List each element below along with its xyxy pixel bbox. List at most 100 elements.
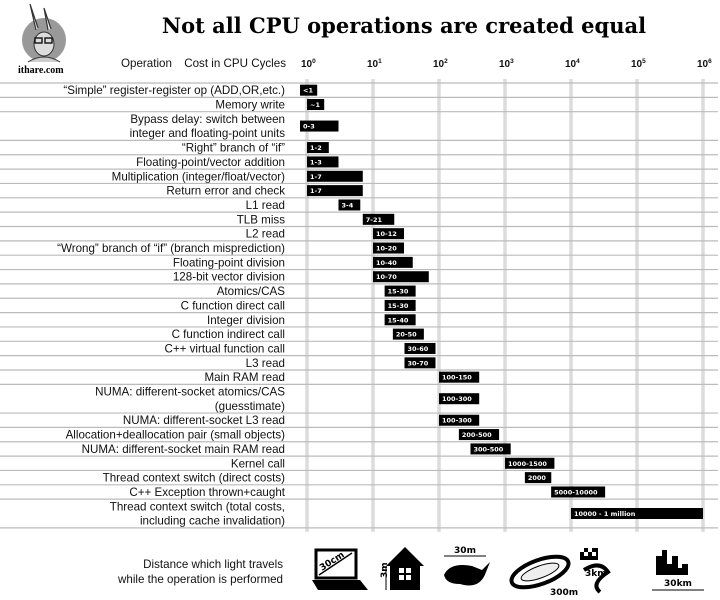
table-row: Main RAM read 100-150 xyxy=(204,371,480,384)
bar-label: 100-300 xyxy=(442,417,472,425)
bar-label: 0-3 xyxy=(303,123,315,131)
row-label: Main RAM read xyxy=(204,371,285,384)
bar-label: 1-7 xyxy=(310,173,322,181)
bar xyxy=(458,429,500,441)
table-row: L1 read 3-4 xyxy=(246,199,361,212)
bar-label: 10-12 xyxy=(376,230,397,238)
table-row: NUMA: different-socket atomics/CAS(guess… xyxy=(95,386,480,413)
bar xyxy=(404,357,436,369)
bar xyxy=(505,457,555,469)
bar-label: <1 xyxy=(303,87,313,95)
bar xyxy=(307,142,329,154)
bar xyxy=(300,120,339,132)
row-label: “Simple” register-register op (ADD,OR,et… xyxy=(63,84,285,97)
bar xyxy=(439,371,480,383)
table-row: NUMA: different-socket main RAM read 300-… xyxy=(82,443,511,456)
table-row: Thread context switch (direct costs) 2000 xyxy=(103,472,552,485)
bar-label: 100-300 xyxy=(442,395,472,403)
table-row: 128-bit vector division 10-70 xyxy=(173,271,429,284)
table-row: Integer division 15-40 xyxy=(207,314,416,327)
footer-caption-line-2: while the operation is performed xyxy=(117,573,283,586)
bar xyxy=(439,414,480,426)
table-row: Floating-point division 10-40 xyxy=(173,256,413,269)
stadium-icon: 300m xyxy=(509,554,578,598)
x-tick-label: 106 xyxy=(697,58,712,70)
distance-label: 3m xyxy=(380,562,390,578)
table-row: L2 read 10-12 xyxy=(246,228,404,241)
row-label: C++ Exception thrown+caught xyxy=(129,486,285,499)
row-label: Memory write xyxy=(215,99,285,112)
row-label: Kernel call xyxy=(231,457,285,470)
table-row: “Simple” register-register op (ADD,OR,et… xyxy=(63,84,318,97)
table-row: Floating-point/vector addition 1-3 xyxy=(136,156,339,169)
table-row: Allocation+deallocation pair (small obje… xyxy=(66,429,500,442)
bar xyxy=(373,242,404,254)
footer: Distance which light travels while the o… xyxy=(117,546,704,598)
city-icon: 30km xyxy=(652,550,704,591)
row-label: 128-bit vector division xyxy=(173,271,285,284)
bar xyxy=(307,99,325,111)
bar xyxy=(439,393,480,405)
row-label: L1 read xyxy=(246,199,285,212)
bar-label: ~1 xyxy=(310,101,320,109)
table-row: TLB miss 7-21 xyxy=(237,213,395,226)
bar xyxy=(373,228,404,240)
bar-label: 10000 - 1 million xyxy=(574,510,636,518)
bar-label: 7-21 xyxy=(366,216,383,224)
bar-label: 10-70 xyxy=(376,273,397,281)
table-row: L3 read 30-70 xyxy=(246,357,436,370)
bar xyxy=(300,84,318,96)
table-row: C function direct call 15-30 xyxy=(181,299,416,312)
bar-label: 30-60 xyxy=(407,345,428,353)
row-label: L3 read xyxy=(246,357,285,370)
table-row: Thread context switch (total costs, inclu… xyxy=(110,500,703,528)
bar xyxy=(384,299,416,311)
bar-label: 15-40 xyxy=(388,316,409,324)
bar-label: 30-70 xyxy=(407,359,428,367)
row-label: NUMA: different-socket L3 read xyxy=(123,414,285,427)
bar xyxy=(373,256,413,268)
table-row: C++ Exception thrown+caught 5000-10000 xyxy=(129,486,606,499)
row-label: Allocation+deallocation pair (small obje… xyxy=(66,429,286,442)
bar xyxy=(384,314,416,326)
x-axis-label: Cost in CPU Cycles xyxy=(184,57,286,70)
bar xyxy=(307,185,363,197)
bar xyxy=(392,328,424,340)
bar xyxy=(524,472,552,484)
distance-label: 30m xyxy=(454,546,476,556)
x-tick-label: 105 xyxy=(631,58,646,70)
row-label: Floating-point/vector addition xyxy=(136,156,285,169)
bar-label: 100-150 xyxy=(442,374,472,382)
row-label: Multiplication (integer/float/vector) xyxy=(112,170,285,183)
bar-label: 5000-10000 xyxy=(554,488,598,496)
bar-label: 1-3 xyxy=(310,158,322,166)
table-row: Return error and check 1-7 xyxy=(166,185,363,198)
row-label: Integer division xyxy=(207,314,285,327)
table-row: Memory write ~1 xyxy=(215,99,325,112)
x-tick-label: 104 xyxy=(565,58,580,70)
row-label: C++ virtual function call xyxy=(164,342,285,355)
laptop-icon: 30cm xyxy=(312,548,368,590)
x-tick-label: 101 xyxy=(367,58,382,70)
distance-label: 300m xyxy=(550,588,578,598)
bar-label: 15-30 xyxy=(388,302,409,310)
bar-label: 20-50 xyxy=(396,331,417,339)
chart-title: Not all CPU operations are created equal xyxy=(162,13,646,38)
row-label: Thread context switch (direct costs) xyxy=(103,472,285,485)
table-row: NUMA: different-socket L3 read 100-300 xyxy=(123,414,480,427)
x-tick-label: 102 xyxy=(433,58,448,70)
site-name: ithare.com xyxy=(18,65,64,76)
bar xyxy=(338,199,361,211)
footer-caption-line-1: Distance which light travels xyxy=(143,558,283,571)
bar-label: 10-40 xyxy=(376,259,397,267)
x-tick-label: 100 xyxy=(301,58,316,70)
distance-label: 30km xyxy=(664,579,692,589)
bar-label: 1000-1500 xyxy=(508,460,547,468)
bar xyxy=(470,443,511,455)
rows: “Simple” register-register op (ADD,OR,et… xyxy=(0,82,718,529)
row-label: (guesstimate) xyxy=(215,400,285,413)
row-label: Floating-point division xyxy=(173,256,285,269)
